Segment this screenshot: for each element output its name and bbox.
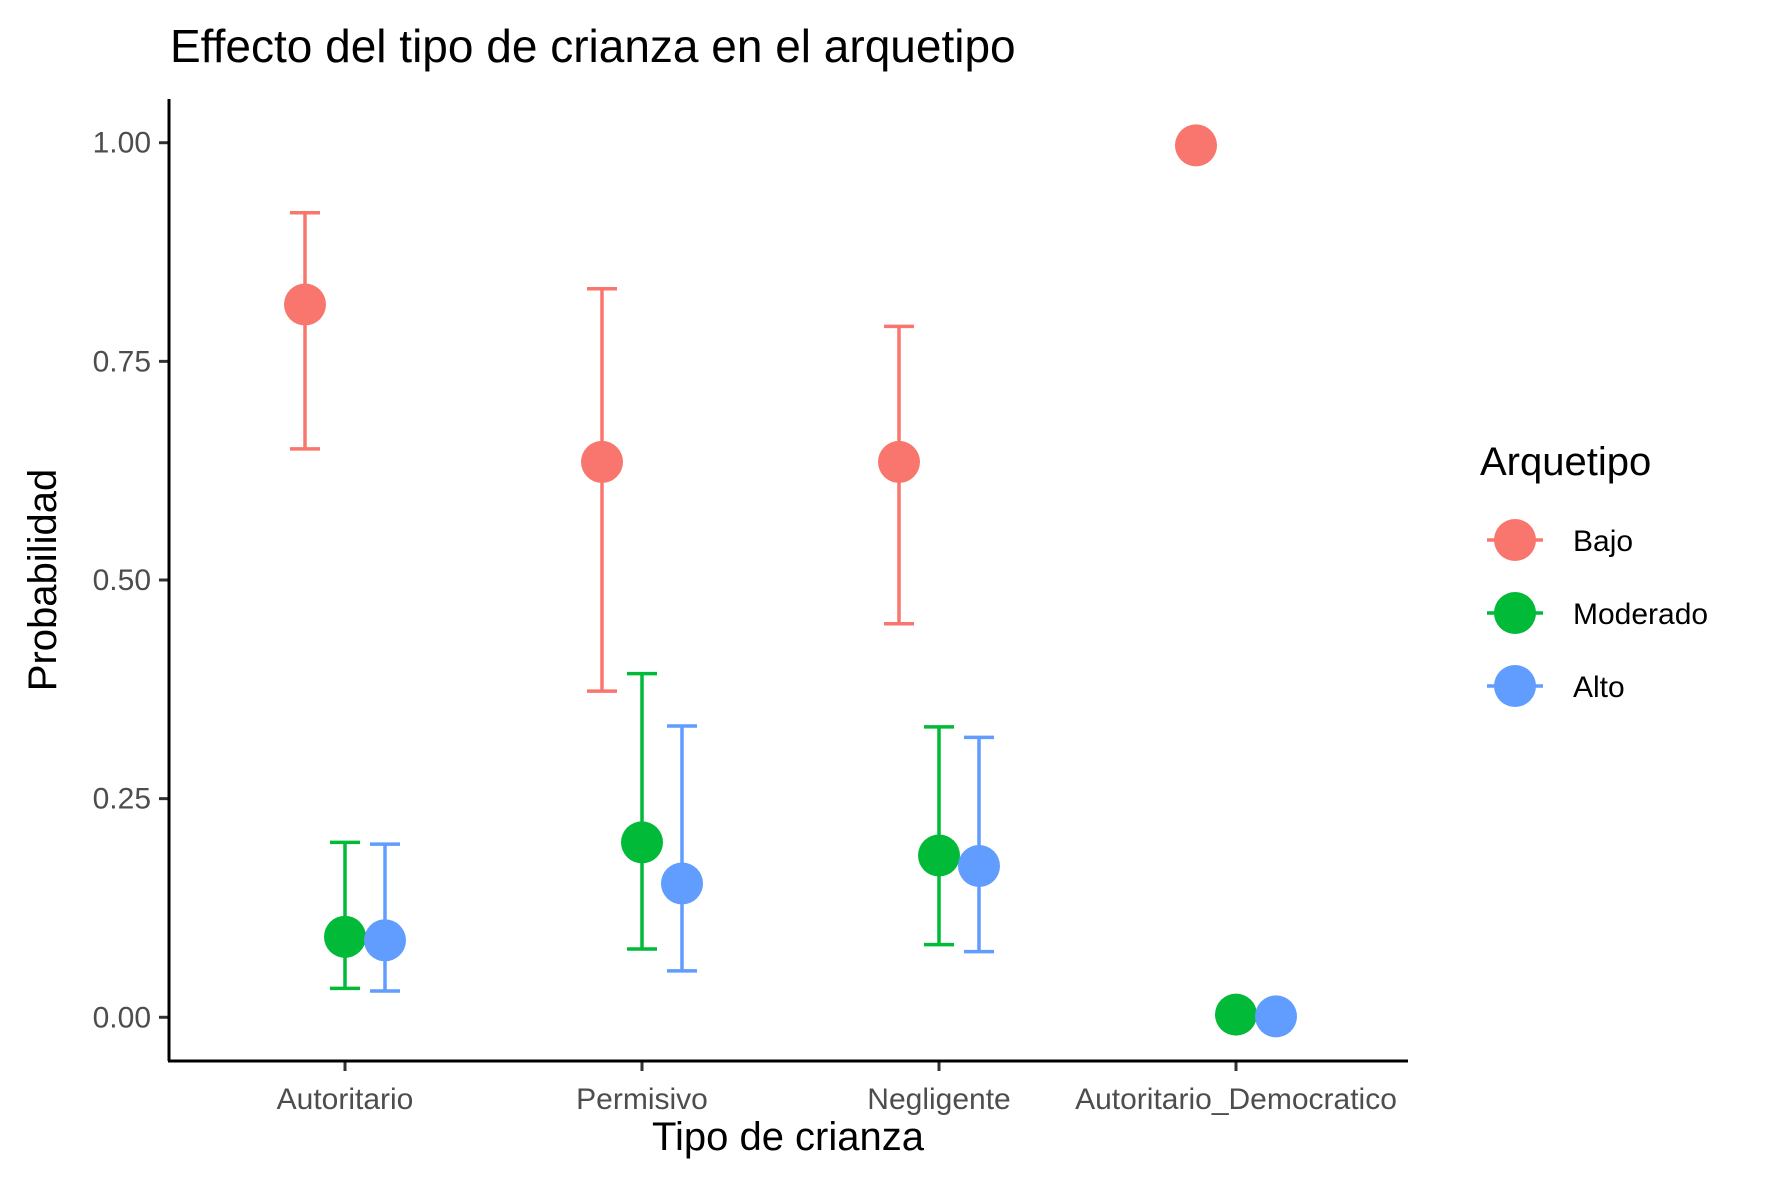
plot-area: 0.00 0.25 0.50 0.75 1.00 Autoritario Permisivo… (93, 124, 1397, 1116)
data-point (1255, 995, 1297, 1038)
legend-item: Alto (1487, 665, 1625, 707)
legend-title: Arquetipo (1480, 440, 1651, 484)
legend-key-point (1494, 519, 1536, 561)
data-point (1175, 124, 1217, 167)
error-bar (330, 840, 360, 991)
data-point (918, 834, 960, 877)
error-bar (667, 724, 697, 973)
x-tick-label: Autoritario (277, 1083, 414, 1116)
x-tick-label: Autoritario_Democratico (1075, 1083, 1397, 1116)
y-tick-label: 0.00 (93, 1001, 151, 1034)
data-point (878, 440, 920, 483)
legend-item: Bajo (1487, 519, 1633, 561)
error-bar (290, 210, 320, 451)
y-tick-label: 0.50 (93, 564, 151, 597)
data-point (1215, 993, 1257, 1036)
legend-key-point (1494, 592, 1536, 634)
legend-item: Moderado (1487, 592, 1708, 634)
chart-title: Effecto del tipo de crianza en el arquet… (170, 20, 1016, 72)
error-bar (964, 735, 994, 954)
data-point (621, 821, 663, 864)
data-point (581, 440, 623, 483)
x-tick-label: Permisivo (576, 1083, 708, 1116)
data-point (284, 283, 326, 326)
legend-label: Moderado (1573, 598, 1708, 631)
y-tick-label: 1.00 (93, 127, 151, 160)
y-axis-title: Probabilidad (21, 469, 65, 691)
legend: Arquetipo Bajo Moderado Alto (1480, 440, 1708, 707)
legend-label: Alto (1573, 671, 1625, 704)
legend-key-point (1494, 665, 1536, 707)
data-point (324, 915, 366, 958)
y-tick-label: 0.25 (93, 783, 151, 816)
legend-label: Bajo (1573, 525, 1633, 558)
error-bar (587, 287, 617, 693)
data-point (661, 862, 703, 905)
y-tick-label: 0.75 (93, 345, 151, 378)
error-bar (627, 671, 657, 951)
error-bar (370, 842, 400, 993)
x-axis-title: Tipo de crianza (652, 1115, 925, 1159)
x-tick-label: Negligente (867, 1083, 1010, 1116)
data-point (364, 919, 406, 962)
data-point (958, 844, 1000, 887)
